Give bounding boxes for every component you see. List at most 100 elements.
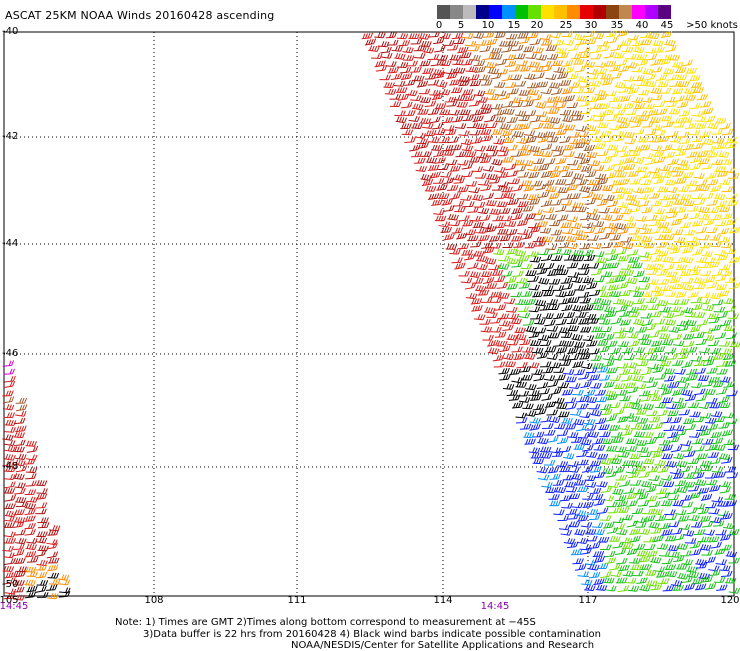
- wind-barb: [546, 101, 558, 108]
- barb-path: [673, 555, 685, 563]
- barb-path: [587, 262, 600, 269]
- barb-path: [529, 340, 542, 347]
- wind-barb: [638, 471, 651, 478]
- barb-path: [691, 438, 704, 445]
- wind-barb: [477, 179, 490, 186]
- barb-path: [721, 128, 734, 136]
- wind-barb: [724, 494, 737, 500]
- barb-path: [35, 502, 48, 509]
- wind-barb: [722, 298, 735, 305]
- barb-path: [622, 46, 634, 53]
- wind-barb: [678, 409, 691, 416]
- wind-barb: [25, 543, 37, 551]
- barb-path: [454, 123, 467, 129]
- barb-path: [705, 281, 718, 289]
- colorbar-tick-label: 25: [559, 20, 573, 31]
- wind-barb: [650, 58, 662, 66]
- wind-barb: [657, 383, 669, 390]
- wind-barb: [556, 437, 569, 445]
- wind-barb: [609, 347, 622, 355]
- wind-barb: [507, 198, 519, 205]
- wind-barb: [715, 387, 728, 395]
- barb-path: [646, 381, 658, 389]
- barb-path: [669, 80, 681, 87]
- wind-barb: [628, 145, 641, 152]
- wind-barb: [474, 65, 487, 74]
- barb-path: [582, 277, 594, 284]
- wind-barb: [714, 166, 726, 172]
- wind-barb: [661, 444, 673, 452]
- barb-path: [623, 163, 636, 170]
- wind-barb: [662, 120, 674, 128]
- barb-path: [384, 88, 397, 95]
- wind-barb: [588, 160, 601, 167]
- wind-barb: [14, 459, 26, 467]
- barb-path: [3, 522, 15, 528]
- wind-barb: [654, 373, 667, 380]
- wind-barb: [700, 493, 713, 501]
- wind-barb: [650, 556, 662, 564]
- wind-barb: [519, 423, 532, 430]
- wind-barb: [697, 536, 710, 543]
- wind-barb: [699, 544, 712, 551]
- barb-path: [684, 450, 696, 458]
- wind-barb: [612, 436, 624, 443]
- wind-barb: [643, 263, 655, 270]
- wind-barb: [35, 537, 48, 544]
- barb-path: [505, 163, 517, 171]
- wind-barb: [552, 39, 565, 46]
- barb-path: [658, 491, 670, 499]
- barb-path: [629, 479, 642, 486]
- wind-barb: [683, 472, 695, 479]
- barb-path: [552, 39, 565, 46]
- barb-path: [683, 472, 695, 479]
- barb-path: [707, 122, 719, 130]
- wind-barb: [678, 80, 690, 87]
- wind-barb: [15, 501, 28, 507]
- wind-barb: [583, 418, 596, 426]
- barb-path: [462, 220, 474, 227]
- wind-barb: [579, 185, 591, 193]
- wind-barb: [430, 59, 443, 67]
- barb-path: [511, 261, 523, 268]
- barb-path: [662, 200, 674, 207]
- barb-path: [474, 65, 487, 74]
- wind-barb: [577, 263, 590, 270]
- barb-path: [643, 242, 656, 249]
- barb-path: [654, 459, 666, 467]
- barb-path: [570, 409, 582, 416]
- wind-barb: [649, 227, 662, 234]
- wind-barb: [586, 535, 598, 542]
- barb-path: [654, 432, 666, 438]
- barb-path: [716, 311, 728, 319]
- barb-path: [501, 129, 513, 137]
- barb-path: [637, 200, 650, 207]
- wind-barb: [15, 537, 27, 545]
- wind-barb: [542, 423, 554, 430]
- wind-barb: [36, 580, 49, 586]
- wind-barb: [541, 393, 553, 401]
- barb-path: [670, 333, 683, 340]
- barb-path: [653, 566, 665, 573]
- wind-barb: [24, 550, 37, 558]
- barb-path: [718, 396, 730, 404]
- barb-path: [615, 332, 627, 339]
- wind-barb: [498, 320, 511, 327]
- wind-barb: [563, 94, 575, 102]
- barb-path: [650, 527, 663, 534]
- barb-path: [493, 248, 505, 256]
- wind-barb: [597, 122, 609, 129]
- barb-path: [648, 521, 660, 529]
- wind-barb: [543, 375, 556, 382]
- wind-barb: [673, 453, 685, 460]
- wind-barb: [683, 87, 696, 95]
- barb-path: [629, 178, 641, 185]
- barb-path: [545, 45, 558, 51]
- barb-path: [688, 485, 700, 492]
- barb-path: [637, 360, 649, 367]
- wind-barb: [574, 152, 586, 159]
- wind-barb: [710, 214, 722, 221]
- wind-barb: [491, 269, 504, 276]
- wind-barb: [707, 340, 720, 347]
- wind-barb: [15, 453, 27, 460]
